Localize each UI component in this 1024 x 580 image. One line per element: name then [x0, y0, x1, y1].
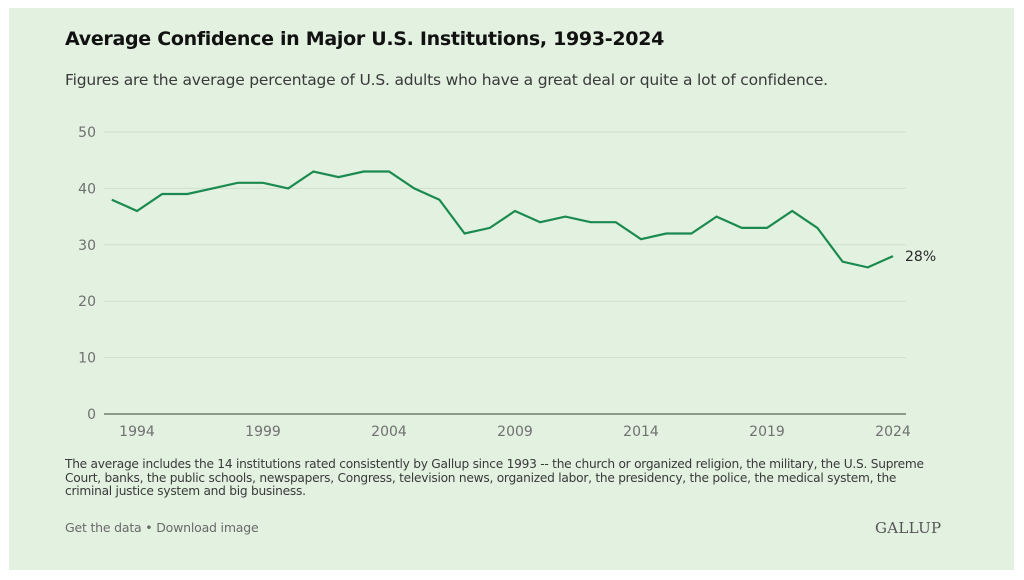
x-tick-label: 2014	[623, 424, 659, 440]
gridlines	[104, 131, 906, 359]
y-tick-label: 30	[78, 238, 96, 254]
download-image-link[interactable]: Download image	[156, 520, 259, 535]
data-points	[111, 171, 894, 268]
end-value-label: 28%	[905, 249, 936, 265]
get-data-link[interactable]: Get the data	[65, 520, 142, 535]
footnote: The average includes the 14 institutions…	[65, 457, 924, 498]
x-tick-label: 2019	[749, 424, 785, 440]
gallup-logo: GALLUP	[875, 519, 942, 537]
x-tick-label: 2024	[875, 424, 911, 440]
y-tick-label: 20	[78, 294, 96, 310]
x-tick-label: 2004	[371, 424, 407, 440]
chart-subtitle: Figures are the average percentage of U.…	[65, 71, 828, 89]
x-tick-label: 1994	[119, 424, 155, 440]
link-separator: •	[141, 520, 157, 535]
chart-title: Average Confidence in Major U.S. Institu…	[65, 28, 665, 50]
y-tick-label: 0	[87, 407, 96, 423]
chart-panel	[9, 8, 1014, 570]
x-tick-label: 2009	[497, 424, 533, 440]
series-line-average-confidence	[111, 170, 894, 269]
x-axis-ticks: 1994 1999 2004 2009 2014 2019 2024	[119, 424, 911, 440]
y-tick-label: 40	[78, 181, 96, 197]
y-axis-ticks: 0 10 20 30 40 50	[78, 125, 96, 423]
y-tick-label: 10	[78, 351, 96, 367]
x-tick-label: 1999	[245, 424, 281, 440]
y-tick-label: 50	[78, 125, 96, 141]
footer-links: Get the data • Download image	[65, 520, 259, 535]
